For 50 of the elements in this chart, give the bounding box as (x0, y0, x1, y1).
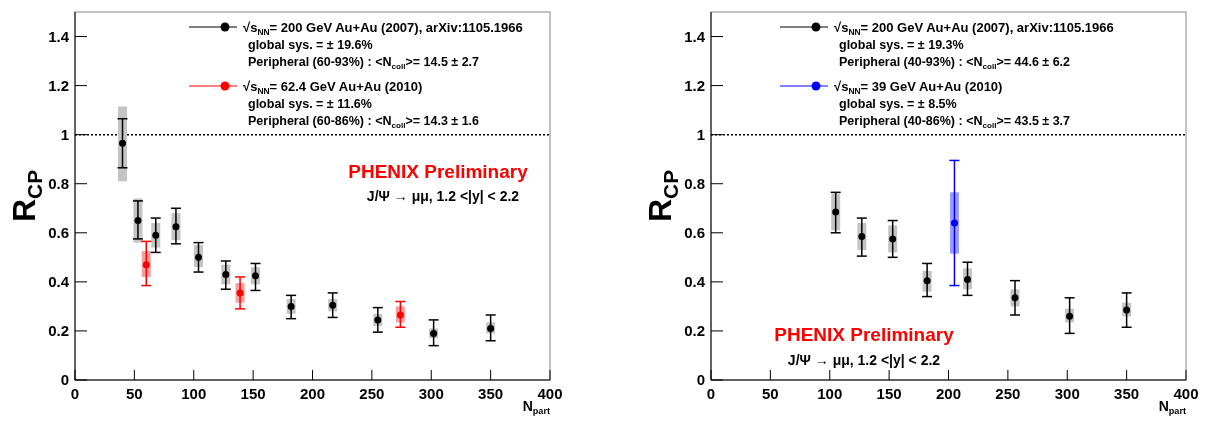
y-tick-label: 1 (60, 125, 69, 143)
annotation: Peripheral (40-86%) : <N$_{coll}$>= 43.5 ± 3.7 (839, 114, 1071, 130)
point (950, 219, 958, 227)
y-tick-label: 1.2 (48, 76, 69, 94)
x-tick-label: 350 (1114, 385, 1140, 402)
x-tick-label: 250 (359, 385, 385, 402)
y-tick-label: 0.2 (684, 321, 705, 339)
y-tick-label: 0.4 (48, 272, 70, 290)
y-tick-label: 0.2 (48, 321, 69, 339)
x-tick-label: 200 (299, 385, 326, 402)
x-tick-label: 350 (478, 385, 504, 402)
annotation: J/Ψ → μμ, 1.2 <|y| < 2.2 (787, 352, 941, 368)
point (119, 139, 126, 147)
y-tick-label: 1.4 (684, 27, 706, 45)
y-tick-label: 1.4 (48, 27, 70, 45)
annotation: Peripheral (60-86%) : <N$_{coll}$>= 14.3 ± 1.6 (248, 114, 480, 130)
x-tick-label: 300 (418, 385, 444, 402)
y-tick-label: 0.6 (684, 223, 705, 241)
x-tick-label: 200 (935, 385, 962, 402)
y-tick-label: 0.8 (684, 174, 705, 192)
annotation: global sys. = ± 8.5% (839, 97, 957, 111)
y-tick-label: 0 (696, 371, 705, 388)
annotation: PHENIX Preliminary (774, 324, 955, 345)
y-tick-label: 1 (696, 125, 705, 143)
y-tick-label: 0 (60, 371, 69, 388)
annotation: Peripheral (60-93%) : <N$_{coll}$>= 14.5 ± 2.7 (248, 55, 480, 71)
x-tick-label: 150 (876, 385, 902, 402)
annotation: PHENIX Preliminary (348, 161, 529, 182)
legend-label: √s$_{NN}$= 39 GeV Au+Au (2010) (834, 79, 1003, 96)
legend-label: √s$_{NN}$= 62.4 GeV Au+Au (2010) (243, 79, 423, 96)
point (134, 217, 142, 225)
legend-label: √s$_{NN}$= 200 GeV Au+Au (2007), arXiv:1105.1966 (243, 20, 523, 37)
x-tick-label: 50 (126, 385, 143, 402)
annotation: global sys. = ± 19.6% (248, 38, 373, 52)
y-tick-label: 1.2 (684, 76, 705, 94)
x-tick-label: 100 (181, 385, 207, 402)
x-tick-label: 50 (762, 385, 779, 402)
annotation: Peripheral (40-93%) : <N$_{coll}$>= 44.6 ± 6.2 (839, 55, 1071, 71)
y-tick-label: 0.4 (684, 272, 706, 290)
annotation: global sys. = ± 11.6% (248, 97, 372, 111)
x-tick-label: 150 (240, 385, 266, 402)
x-tick-label: 250 (995, 385, 1021, 402)
point (832, 208, 840, 216)
y-tick-label: 0.6 (48, 223, 69, 241)
y-tick-label: 0.8 (48, 174, 69, 192)
annotation: J/Ψ → μμ, 1.2 <|y| < 2.2 (366, 188, 520, 204)
annotation: global sys. = ± 19.3% (839, 38, 964, 52)
x-tick-label: 300 (1054, 385, 1080, 402)
x-tick-label: 100 (817, 385, 843, 402)
legend-label: √s$_{NN}$= 200 GeV Au+Au (2007), arXiv:1105.1966 (834, 20, 1114, 37)
